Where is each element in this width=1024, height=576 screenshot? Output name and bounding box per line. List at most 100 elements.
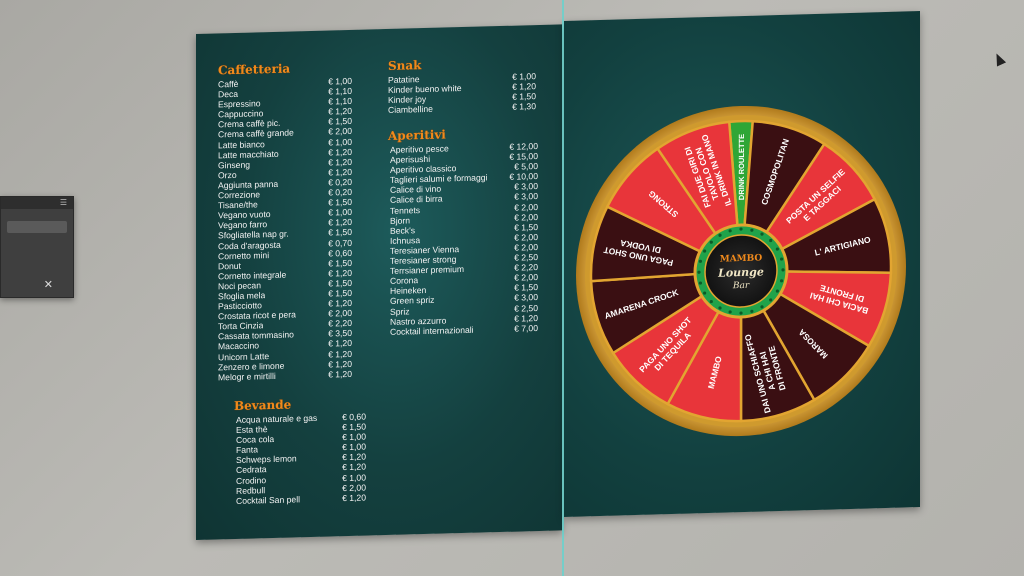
hub-dot	[775, 289, 779, 293]
item-price: € 1,00	[342, 441, 366, 453]
hub-dot	[718, 306, 722, 310]
item-price: € 3,50	[328, 328, 352, 339]
hub-dot	[769, 238, 773, 243]
bevande-item: Cocktail San pell € 1,20	[236, 492, 366, 505]
aperitivi-title: Aperitivi	[388, 127, 446, 143]
item-price: € 0,60	[342, 411, 366, 423]
hub-dot	[739, 311, 743, 315]
item-price: € 2,20	[328, 318, 352, 329]
hub-dot	[779, 257, 784, 261]
item-price: € 1,20	[342, 492, 366, 503]
item-name: Acqua naturale e gas	[236, 412, 318, 425]
item-name: Calice di birra	[390, 194, 443, 206]
item-price: € 1,20	[328, 106, 352, 117]
hub-dot	[775, 247, 779, 251]
item-price: € 2,50	[514, 252, 538, 263]
hub-dot	[739, 227, 743, 231]
item-price: € 1,20	[328, 358, 352, 370]
item-price: € 0,20	[328, 176, 352, 188]
item-name: Melogr e mirtilli	[218, 370, 276, 383]
item-price: € 1,50	[514, 282, 538, 293]
aperitivi-list: Aperitivo pesce € 12,00 Aperisushi € 15,00 A…	[390, 141, 538, 337]
bevande-title: Bevande	[234, 397, 292, 414]
item-price: € 2,20	[514, 262, 538, 273]
item-name: Orzo	[218, 169, 237, 181]
hub-dot	[718, 233, 722, 237]
snak-list: Patatine € 1,00 Kinder bueno white € 1,20 Ki…	[388, 71, 536, 115]
item-price: € 3,00	[514, 292, 538, 304]
wheel-segment-label: DRINK ROULETTE	[737, 134, 746, 200]
item-price: € 1,00	[342, 472, 366, 483]
hub-dot	[750, 228, 754, 232]
wheel-hub-center	[704, 234, 778, 308]
item-name: Coca cola	[236, 434, 275, 446]
item-price: € 1,00	[512, 71, 536, 82]
item-name: Cocktail San pell	[236, 494, 301, 506]
item-name: Terrsianer premium	[390, 264, 465, 277]
item-name: Donut	[218, 260, 241, 272]
item-name: Deca	[218, 88, 239, 100]
item-price: € 0,20	[328, 186, 352, 198]
item-price: € 1,20	[328, 368, 352, 380]
hub-dot	[728, 229, 732, 233]
item-name: Ciambelline	[388, 104, 433, 116]
item-price: € 1,50	[328, 197, 352, 208]
caffetteria-title: Caffetteria	[218, 61, 291, 78]
item-price: € 1,30	[512, 101, 536, 113]
item-price: € 1,50	[328, 277, 352, 289]
lounge-bar-logo: MAMBO Lounge Bar	[717, 253, 764, 291]
item-price: € 1,20	[328, 297, 352, 309]
bevande-list: Acqua naturale e gas € 0,60 Esta thè € 1,50…	[236, 412, 366, 506]
item-price: € 0,70	[328, 237, 352, 249]
item-price: € 3,00	[514, 181, 538, 193]
floating-panel[interactable]: ☰ ✕	[0, 196, 74, 298]
item-price: € 1,20	[328, 146, 352, 158]
item-price: € 1,50	[328, 116, 352, 127]
panel-field[interactable]	[7, 221, 67, 233]
close-icon[interactable]: ✕	[43, 278, 53, 291]
logo-middle-text: Lounge	[717, 265, 764, 279]
item-price: € 1,50	[328, 257, 352, 269]
panel-titlebar[interactable]: ☰	[1, 197, 73, 209]
menu-icon[interactable]: ☰	[59, 198, 67, 207]
item-price: € 2,00	[514, 231, 538, 243]
item-price: € 1,20	[328, 338, 352, 349]
item-price: € 1,50	[514, 221, 538, 233]
item-name: Beck's	[390, 225, 416, 236]
item-name: Cocktail internazionali	[390, 324, 474, 337]
item-price: € 2,00	[328, 126, 352, 138]
hub-dot	[703, 291, 707, 295]
hub-dot	[760, 305, 764, 309]
item-name: Bjorn	[390, 215, 411, 226]
item-price: € 2,00	[514, 272, 538, 283]
item-price: € 2,50	[514, 302, 538, 314]
item-price: € 1,20	[328, 156, 352, 168]
item-name: Caffè	[218, 78, 239, 90]
item-name: Ginseng	[218, 159, 251, 171]
item-price: € 1,50	[512, 91, 536, 102]
item-price: € 2,00	[514, 201, 538, 213]
hub-dot	[781, 268, 785, 272]
canvas-guide-line	[562, 0, 564, 576]
snak-title: Snak	[388, 58, 422, 73]
item-price: € 1,20	[328, 217, 352, 228]
hub-dot	[750, 309, 754, 313]
item-price: € 1,20	[514, 312, 538, 324]
item-name: Fanta	[236, 444, 258, 456]
item-price: € 1,00	[328, 75, 352, 87]
hub-dot	[697, 270, 701, 274]
mouse-cursor-icon	[991, 51, 1007, 67]
item-price: € 1,10	[328, 96, 352, 107]
caffetteria-list: Caffè € 1,00 Deca € 1,10 Espressino € 1,10 Cap…	[218, 76, 352, 382]
item-price: € 2,00	[514, 241, 538, 253]
hub-dot	[698, 281, 703, 285]
hub-dot	[779, 279, 784, 283]
item-name: Green spriz	[390, 295, 435, 307]
item-price: € 2,00	[514, 211, 538, 223]
item-price: € 3,00	[514, 191, 538, 203]
logo-bottom-text: Bar	[732, 281, 750, 292]
item-price: € 1,10	[328, 86, 352, 97]
hub-dot	[769, 298, 773, 302]
logo-top-text: MAMBO	[720, 253, 763, 264]
